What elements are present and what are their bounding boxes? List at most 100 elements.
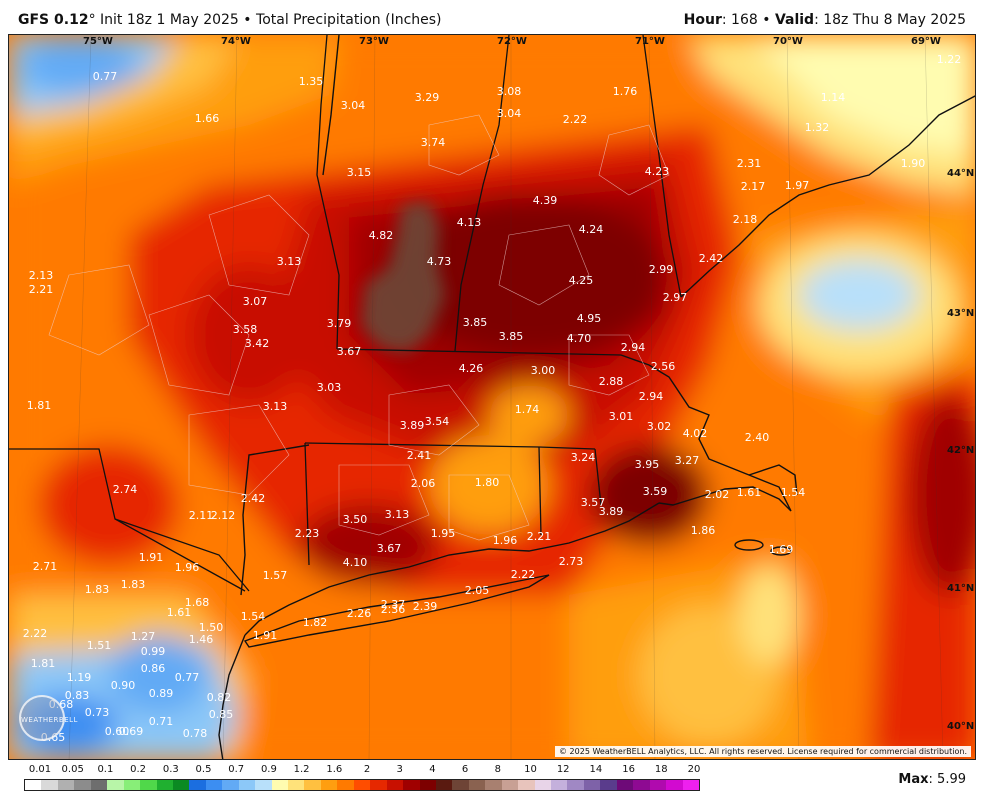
precip-value-label: 0.99 — [141, 645, 166, 658]
precip-value-label: 1.76 — [613, 85, 638, 98]
legend-color-swatch — [57, 780, 75, 790]
precip-value-label: 1.90 — [901, 157, 926, 170]
precip-value-label: 3.79 — [327, 317, 352, 330]
legend-tick-label: 0.7 — [228, 764, 245, 775]
legend-color-swatch — [435, 780, 453, 790]
copyright-notice: © 2025 WeatherBELL Analytics, LLC. All r… — [555, 746, 971, 757]
lat-label: 40°N — [947, 721, 974, 732]
precip-value-label: 2.37 — [381, 598, 406, 611]
precip-value-label: 2.31 — [737, 157, 762, 170]
precip-value-label: 3.42 — [245, 337, 270, 350]
legend-color-swatch — [682, 780, 699, 790]
legend-color-swatch — [600, 780, 617, 790]
lat-label: 43°N — [947, 308, 974, 319]
max-precip-core — [361, 201, 445, 353]
precip-value-label: 1.81 — [31, 657, 56, 670]
precip-value-label: 1.35 — [299, 75, 324, 88]
precip-value-label: 3.89 — [400, 419, 425, 432]
legend-colorbar — [24, 779, 700, 791]
precip-value-label: 1.96 — [175, 561, 200, 574]
header-left: GFS 0.12° Init 18z 1 May 2025 • Total Pr… — [18, 12, 442, 28]
precip-value-label: 1.86 — [691, 524, 716, 537]
legend-tick-label: 1.6 — [326, 764, 343, 775]
legend-color-swatch — [189, 780, 206, 790]
legend-color-swatch — [567, 780, 584, 790]
bullet-separator-2: • — [757, 12, 775, 28]
precip-value-label: 2.88 — [599, 375, 624, 388]
precip-value-label: 2.42 — [241, 492, 266, 505]
precipitation-map: 75°W 74°W 73°W 72°W 71°W 70°W 69°W 44°N … — [8, 34, 976, 760]
legend-tick-label: 0.5 — [195, 764, 212, 775]
precip-value-label: 3.67 — [377, 542, 402, 555]
precip-value-label: 2.36 — [381, 603, 406, 616]
precip-value-label: 3.58 — [233, 323, 258, 336]
precip-value-label: 0.85 — [209, 708, 234, 721]
precip-value-label: 1.22 — [937, 53, 962, 66]
lon-label: 69°W — [911, 36, 941, 47]
precip-value-label: 3.57 — [581, 496, 606, 509]
precip-value-label: 1.95 — [431, 527, 456, 540]
max-label: Max — [898, 772, 929, 787]
precip-value-label: 2.94 — [639, 390, 664, 403]
precip-value-label: 3.04 — [341, 99, 366, 112]
precip-value-label: 3.54 — [425, 415, 450, 428]
precip-value-label: 4.73 — [427, 255, 452, 268]
precip-value-label: 1.61 — [167, 606, 192, 619]
precip-value-label: 1.61 — [737, 486, 762, 499]
legend-tick-label: 0.3 — [162, 764, 179, 775]
coastline — [218, 35, 975, 759]
legend-color-swatch — [41, 780, 58, 790]
legend-color-swatch — [501, 780, 519, 790]
precip-value-label: 2.05 — [465, 584, 490, 597]
color-legend: 0.01 0.05 0.1 0.2 0.3 0.5 0.7 0.9 1.2 1.6 2 3 4 6 8 10 1… — [24, 764, 704, 798]
lat-label: 44°N — [947, 168, 974, 179]
lon-label: 75°W — [83, 36, 113, 47]
precip-value-label: 2.74 — [113, 483, 138, 496]
legend-color-swatch — [452, 780, 469, 790]
precip-value-label: 4.70 — [567, 332, 592, 345]
legend-color-swatch — [419, 780, 436, 790]
precip-value-label: 1.66 — [195, 112, 220, 125]
legend-color-swatch — [551, 780, 568, 790]
precip-value-label: 1.96 — [493, 534, 518, 547]
county-borders — [48, 114, 670, 541]
hour-value: : 168 — [721, 12, 758, 28]
legend-tick-label: 1.2 — [293, 764, 310, 775]
precip-value-label: 0.71 — [149, 715, 174, 728]
legend-color-swatch — [255, 780, 272, 790]
precip-value-label: 2.22 — [23, 627, 48, 640]
precip-value-label: 2.06 — [411, 477, 436, 490]
precip-value-label: 0.82 — [207, 691, 232, 704]
precip-field — [9, 35, 975, 759]
precip-value-label: 2.02 — [705, 488, 730, 501]
precip-value-label: 4.10 — [343, 556, 368, 569]
precip-value-label: 3.67 — [337, 345, 362, 358]
legend-color-swatch — [107, 780, 124, 790]
precip-value-label: 0.69 — [119, 725, 144, 738]
legend-color-swatch — [649, 780, 667, 790]
precip-value-label: 3.07 — [243, 295, 268, 308]
valid-value: : 18z Thu 8 May 2025 — [814, 12, 966, 28]
precip-value-label: 3.85 — [463, 316, 488, 329]
precip-value-label: 1.54 — [781, 486, 806, 499]
precip-value-label: 2.22 — [511, 568, 536, 581]
lat-label: 42°N — [947, 445, 974, 456]
legend-tick-label: 20 — [687, 764, 701, 775]
legend-color-swatch — [304, 780, 321, 790]
legend-tick-label: 3 — [396, 764, 403, 775]
precip-value-label: 1.97 — [785, 179, 810, 192]
precip-value-label: 4.02 — [683, 427, 708, 440]
precip-value-label: 1.74 — [515, 403, 540, 416]
precip-value-label: 4.24 — [579, 223, 604, 236]
legend-color-swatch — [633, 780, 650, 790]
precip-value-label: 2.56 — [651, 360, 676, 373]
precip-value-label: 1.81 — [27, 399, 52, 412]
legend-tick-label: 0.9 — [260, 764, 277, 775]
legend-color-swatch — [320, 780, 338, 790]
graticule — [68, 35, 944, 759]
precip-value-label: 2.12 — [211, 509, 236, 522]
legend-color-swatch — [403, 780, 420, 790]
legend-color-swatch — [534, 780, 551, 790]
legend-tick-label: 12 — [556, 764, 570, 775]
precip-value-label: 3.13 — [277, 255, 302, 268]
